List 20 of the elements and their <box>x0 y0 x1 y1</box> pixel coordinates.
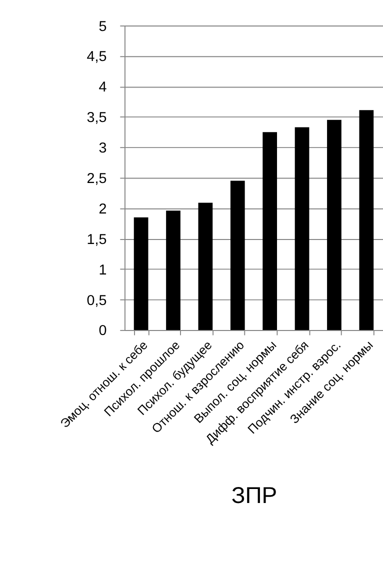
y-tick-label: 5 <box>98 18 107 35</box>
bar <box>262 132 278 330</box>
y-tick-label: 3 <box>98 140 107 157</box>
x-axis-title: ЗПР <box>231 482 278 508</box>
bar <box>359 110 374 330</box>
bar <box>230 180 245 330</box>
y-tick-label: 3,5 <box>86 110 107 126</box>
bar <box>198 202 213 330</box>
bar <box>327 120 342 330</box>
y-tick-label: 1 <box>98 262 107 278</box>
y-tick-label: 2,5 <box>86 171 107 188</box>
bar <box>134 217 148 330</box>
y-tick-label: 4,5 <box>86 49 107 66</box>
bar <box>166 210 180 330</box>
bar <box>294 127 310 330</box>
y-tick-label: 1,5 <box>86 232 107 248</box>
y-tick-label: 4 <box>98 80 107 96</box>
y-tick-label: 0,5 <box>86 292 107 309</box>
y-tick-label: 2 <box>98 201 107 218</box>
y-tick-label: 0 <box>98 323 107 340</box>
